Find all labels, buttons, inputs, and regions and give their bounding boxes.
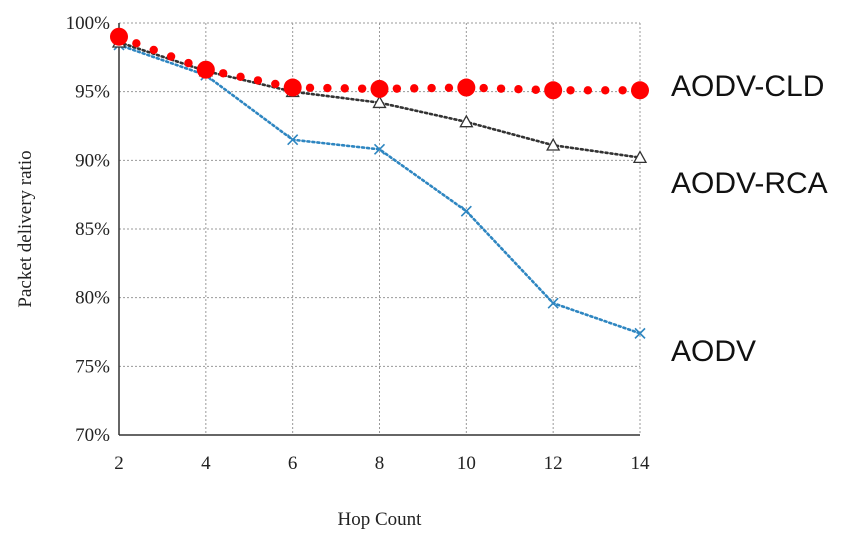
y-tick-label: 70% <box>75 425 110 446</box>
y-tick-label: 80% <box>75 288 110 309</box>
series-line-dot <box>149 45 158 55</box>
series-line-dot <box>184 58 193 68</box>
series-line-dot <box>236 72 245 82</box>
data-point-triangle <box>632 150 648 164</box>
y-tick-label: 100% <box>66 13 111 34</box>
y-tick-label: 75% <box>75 356 110 377</box>
x-tick-label: 10 <box>457 453 476 474</box>
data-point-x <box>460 205 472 217</box>
data-point-x <box>287 134 299 146</box>
data-point-x <box>547 297 559 309</box>
series-line-dot <box>271 79 280 89</box>
series-line-dot <box>357 84 367 93</box>
x-tick-label: 6 <box>288 453 298 474</box>
series-line-dot <box>305 83 315 93</box>
series-line-dot <box>340 84 349 93</box>
data-point-circle <box>283 78 302 97</box>
data-point-circle <box>544 81 563 100</box>
x-tick-label: 14 <box>631 453 651 474</box>
data-point-circle <box>457 78 476 97</box>
series-line-dot <box>392 84 402 93</box>
series-line-dot <box>531 85 540 94</box>
axes: 70% 75% 80% 85% 90% 95% 100% 2 4 6 8 10 12 14 <box>66 13 650 474</box>
data-point-circle <box>370 79 389 98</box>
series-label-aodv-cld: AODV-CLD <box>671 70 824 103</box>
y-axis-title: Packet delivery ratio <box>15 150 36 307</box>
series-line-dot <box>166 52 176 61</box>
data-point-circle <box>196 60 215 79</box>
series-line-dot <box>496 84 506 93</box>
series-line-dot <box>444 83 454 93</box>
data-point-x <box>634 327 646 339</box>
labels: AODV-CLD AODV-RCA AODV <box>671 70 828 368</box>
x-tick-label: 2 <box>114 453 124 474</box>
series-line-dot <box>219 69 228 78</box>
series-line-dot <box>514 84 523 94</box>
series-line-dot <box>601 86 610 95</box>
x-tick-label: 4 <box>201 453 211 474</box>
y-tick-label: 85% <box>75 219 110 240</box>
data-point-triangle <box>459 114 474 128</box>
series <box>110 27 649 339</box>
series-line-dot <box>566 86 575 95</box>
series-label-aodv: AODV <box>671 335 756 368</box>
x-tick-label: 12 <box>544 453 563 474</box>
data-point-x <box>373 143 386 155</box>
y-tick-label: 90% <box>75 150 110 171</box>
x-tick-label: 8 <box>375 453 385 474</box>
data-point-circle <box>110 27 128 46</box>
data-point-triangle <box>372 95 387 109</box>
x-axis-title: Hop Count <box>338 509 423 530</box>
y-tick-label: 95% <box>75 82 110 103</box>
series-label-aodv-rca: AODV-RCA <box>671 167 828 200</box>
series-line-dot <box>410 84 419 93</box>
data-point-circle <box>631 81 649 100</box>
series-line-dot <box>618 86 627 95</box>
series-line-dot <box>583 86 593 95</box>
series-aodv-cld <box>110 27 649 100</box>
series-line-dot <box>427 83 436 93</box>
data-point-triangle <box>546 137 561 151</box>
series-line-dot <box>132 39 141 48</box>
series-line-dot <box>253 76 263 85</box>
series-line-dot <box>323 83 332 93</box>
series-line-dot <box>479 83 488 93</box>
